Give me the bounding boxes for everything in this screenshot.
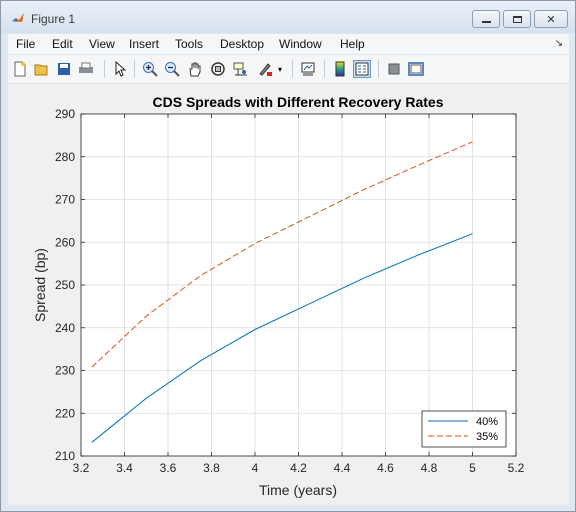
maximize-icon bbox=[512, 15, 522, 23]
toolbar-separator bbox=[292, 60, 293, 78]
y-tick-label: 240 bbox=[55, 321, 75, 335]
y-axis-label: Spread (bp) bbox=[32, 248, 48, 322]
figure-toolbar: ▾ bbox=[8, 55, 569, 84]
edit-plot-icon[interactable] bbox=[111, 60, 129, 78]
maximize-button[interactable] bbox=[503, 10, 531, 28]
menu-bar: File Edit View Insert Tools Desktop Wind… bbox=[8, 34, 569, 54]
legend-box bbox=[421, 410, 507, 448]
x-tick-label: 3.4 bbox=[116, 461, 133, 475]
save-icon[interactable] bbox=[55, 60, 73, 78]
x-tick-labels: 3.2 3.4 3.6 3.8 4 4.2 4.4 4.6 4.8 5 5.2 bbox=[73, 461, 525, 475]
menu-insert[interactable]: Insert bbox=[129, 37, 160, 51]
line-chart[interactable]: 3.2 3.4 3.6 3.8 4 4.2 4.4 4.6 4.8 5 5.2 2102202302… bbox=[8, 84, 569, 505]
print-icon[interactable] bbox=[77, 60, 95, 78]
toolbar-separator bbox=[104, 60, 105, 78]
insert-legend-icon[interactable] bbox=[353, 60, 371, 78]
menu-help[interactable]: Help bbox=[340, 37, 365, 51]
hide-plot-tools-icon[interactable] bbox=[385, 60, 403, 78]
title-bar[interactable]: Figure 1 ✕ bbox=[1, 1, 575, 33]
series-layer bbox=[91, 141, 473, 443]
x-tick-label: 4.8 bbox=[421, 461, 438, 475]
data-cursor-icon[interactable] bbox=[232, 60, 250, 78]
series-line-35pct bbox=[91, 141, 473, 368]
new-figure-icon[interactable] bbox=[11, 60, 29, 78]
legend-label-40: 40% bbox=[476, 416, 498, 428]
rotate-3d-icon[interactable] bbox=[209, 60, 227, 78]
link-plot-icon[interactable] bbox=[299, 60, 317, 78]
x-axis-label: Time (years) bbox=[259, 482, 337, 498]
zoom-out-icon[interactable] bbox=[163, 60, 181, 78]
x-tick-label: 5 bbox=[469, 461, 476, 475]
series-line-40pct bbox=[91, 233, 473, 443]
window-title: Figure 1 bbox=[31, 12, 76, 26]
toolbar-separator bbox=[378, 60, 379, 78]
close-button[interactable]: ✕ bbox=[534, 10, 568, 28]
minimize-button[interactable] bbox=[472, 10, 500, 28]
y-tick-label: 220 bbox=[55, 406, 75, 420]
open-file-icon[interactable] bbox=[33, 60, 51, 78]
zoom-in-icon[interactable] bbox=[141, 60, 159, 78]
matlab-logo-icon bbox=[12, 13, 24, 22]
toolbar-separator bbox=[324, 60, 325, 78]
brush-icon[interactable] bbox=[256, 60, 274, 78]
minimize-icon bbox=[481, 21, 491, 23]
dock-arrow-icon[interactable]: ↘ bbox=[554, 38, 563, 49]
legend-label-35: 35% bbox=[476, 431, 498, 443]
insert-colorbar-icon[interactable] bbox=[331, 60, 349, 78]
brush-dropdown-icon[interactable]: ▾ bbox=[277, 64, 282, 74]
menu-desktop[interactable]: Desktop bbox=[220, 37, 265, 51]
y-tick-labels: 210 220 230 240 250 260 270 280 290 bbox=[55, 107, 75, 463]
menu-tools[interactable]: Tools bbox=[175, 37, 204, 51]
x-tick-label: 3.2 bbox=[73, 461, 90, 475]
x-tick-label: 5.2 bbox=[508, 461, 525, 475]
y-tick-label: 210 bbox=[55, 449, 75, 463]
menu-window[interactable]: Window bbox=[279, 37, 322, 51]
y-tick-label: 280 bbox=[55, 150, 75, 164]
menu-edit[interactable]: Edit bbox=[52, 37, 73, 51]
x-tick-label: 3.6 bbox=[160, 461, 177, 475]
show-plot-tools-icon[interactable] bbox=[407, 60, 425, 78]
figure-canvas: 3.2 3.4 3.6 3.8 4 4.2 4.4 4.6 4.8 5 5.2 210 220 230 2… bbox=[8, 84, 569, 505]
x-tick-label: 4.6 bbox=[377, 461, 394, 475]
legend[interactable]: 40% 35% bbox=[421, 410, 507, 448]
chart-title: CDS Spreads with Different Recovery Rate… bbox=[153, 94, 444, 110]
y-tick-label: 290 bbox=[55, 107, 75, 121]
y-tick-label: 260 bbox=[55, 235, 75, 249]
menu-file[interactable]: File bbox=[16, 37, 36, 51]
y-tick-label: 270 bbox=[55, 193, 75, 207]
menu-view[interactable]: View bbox=[89, 37, 115, 51]
toolbar-separator bbox=[134, 60, 135, 78]
y-tick-label: 230 bbox=[55, 364, 75, 378]
pan-icon[interactable] bbox=[186, 60, 204, 78]
x-tick-label: 3.8 bbox=[203, 461, 220, 475]
x-tick-label: 4 bbox=[252, 461, 259, 475]
x-tick-label: 4.4 bbox=[334, 461, 351, 475]
close-icon: ✕ bbox=[546, 13, 556, 26]
y-tick-label: 250 bbox=[55, 278, 75, 292]
x-tick-label: 4.2 bbox=[290, 461, 307, 475]
tick-marks bbox=[80, 113, 517, 457]
